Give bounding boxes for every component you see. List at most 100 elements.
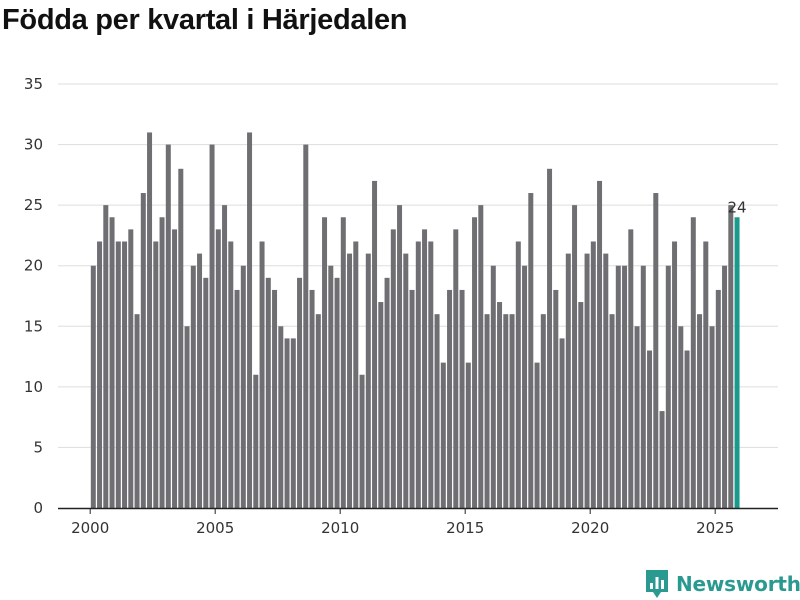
bar <box>722 265 728 508</box>
bar <box>347 253 353 508</box>
y-tick-label: 5 <box>33 438 43 456</box>
y-tick-label: 10 <box>24 378 43 396</box>
newsworthy-logo[interactable]: Newsworthy <box>644 568 800 600</box>
bar <box>697 314 703 508</box>
bar <box>497 302 503 508</box>
bar <box>322 217 328 508</box>
bar <box>353 241 359 508</box>
bar <box>584 253 590 508</box>
bar <box>672 241 678 508</box>
bar <box>272 289 278 508</box>
bar <box>490 265 496 508</box>
y-tick-label: 25 <box>24 196 43 214</box>
bar <box>690 217 696 508</box>
bar <box>340 217 346 508</box>
y-axis-tick-labels: 0 5 10 15 20 25 30 35 <box>24 75 43 517</box>
bar <box>678 326 684 508</box>
bar-highlight <box>734 217 740 508</box>
bar <box>409 289 415 508</box>
bar <box>390 229 396 508</box>
bar <box>653 193 659 508</box>
bar <box>184 326 190 508</box>
bar <box>640 265 646 508</box>
y-tick-label: 30 <box>24 136 43 154</box>
y-tick-label: 15 <box>24 317 43 335</box>
bar <box>247 132 253 508</box>
bar <box>140 193 146 508</box>
bar <box>284 338 290 508</box>
bar <box>647 350 653 508</box>
bar <box>159 217 165 508</box>
bar <box>309 289 315 508</box>
bar <box>153 241 159 508</box>
bar <box>115 241 121 508</box>
bar <box>259 241 265 508</box>
bar <box>728 205 734 508</box>
bar <box>234 289 240 508</box>
bar <box>465 362 471 508</box>
bar <box>228 241 234 508</box>
bar <box>659 411 665 508</box>
bar <box>365 253 371 508</box>
bar <box>315 314 321 508</box>
bar <box>384 277 390 508</box>
bar <box>434 314 440 508</box>
bar <box>328 265 334 508</box>
bar <box>109 217 115 508</box>
bar <box>297 277 303 508</box>
bar <box>572 205 578 508</box>
bar <box>503 314 509 508</box>
y-tick-label: 0 <box>33 499 43 517</box>
bar <box>165 144 171 509</box>
bar <box>134 314 140 508</box>
brand-name: Newsworthy <box>676 572 800 596</box>
bar <box>222 205 228 508</box>
bar <box>378 302 384 508</box>
bar <box>515 241 521 508</box>
bar <box>240 265 246 508</box>
bar <box>147 132 153 508</box>
bar <box>428 241 434 508</box>
bar <box>597 180 603 508</box>
bar <box>484 314 490 508</box>
annotations: 24 <box>728 198 747 216</box>
bar <box>459 289 465 508</box>
bar <box>440 362 446 508</box>
bar <box>359 374 365 508</box>
bar <box>615 265 621 508</box>
bar <box>540 314 546 508</box>
bar <box>422 229 428 508</box>
bar <box>578 302 584 508</box>
bar <box>97 241 103 508</box>
bar <box>265 277 271 508</box>
bar <box>553 289 559 508</box>
bar <box>715 289 721 508</box>
bar <box>709 326 715 508</box>
bar <box>215 229 221 508</box>
bar <box>122 241 128 508</box>
x-tick-label: 2005 <box>196 519 234 537</box>
x-tick-label: 2020 <box>571 519 609 537</box>
bar <box>665 265 671 508</box>
bar <box>334 277 340 508</box>
bar <box>522 265 528 508</box>
bars <box>90 132 740 509</box>
bar <box>253 374 259 508</box>
bar <box>190 265 196 508</box>
bar <box>278 326 284 508</box>
bar <box>634 326 640 508</box>
bar <box>178 168 184 509</box>
x-tick-label: 2010 <box>321 519 359 537</box>
y-tick-label: 20 <box>24 257 43 275</box>
highlight-value-label: 24 <box>728 198 747 216</box>
bar <box>590 241 596 508</box>
bar <box>472 217 478 508</box>
bar <box>397 205 403 508</box>
bar <box>290 338 296 508</box>
bar <box>372 180 378 508</box>
bar <box>559 338 565 508</box>
bar <box>478 205 484 508</box>
bar <box>447 289 453 508</box>
bar <box>90 265 96 508</box>
bar <box>403 253 409 508</box>
